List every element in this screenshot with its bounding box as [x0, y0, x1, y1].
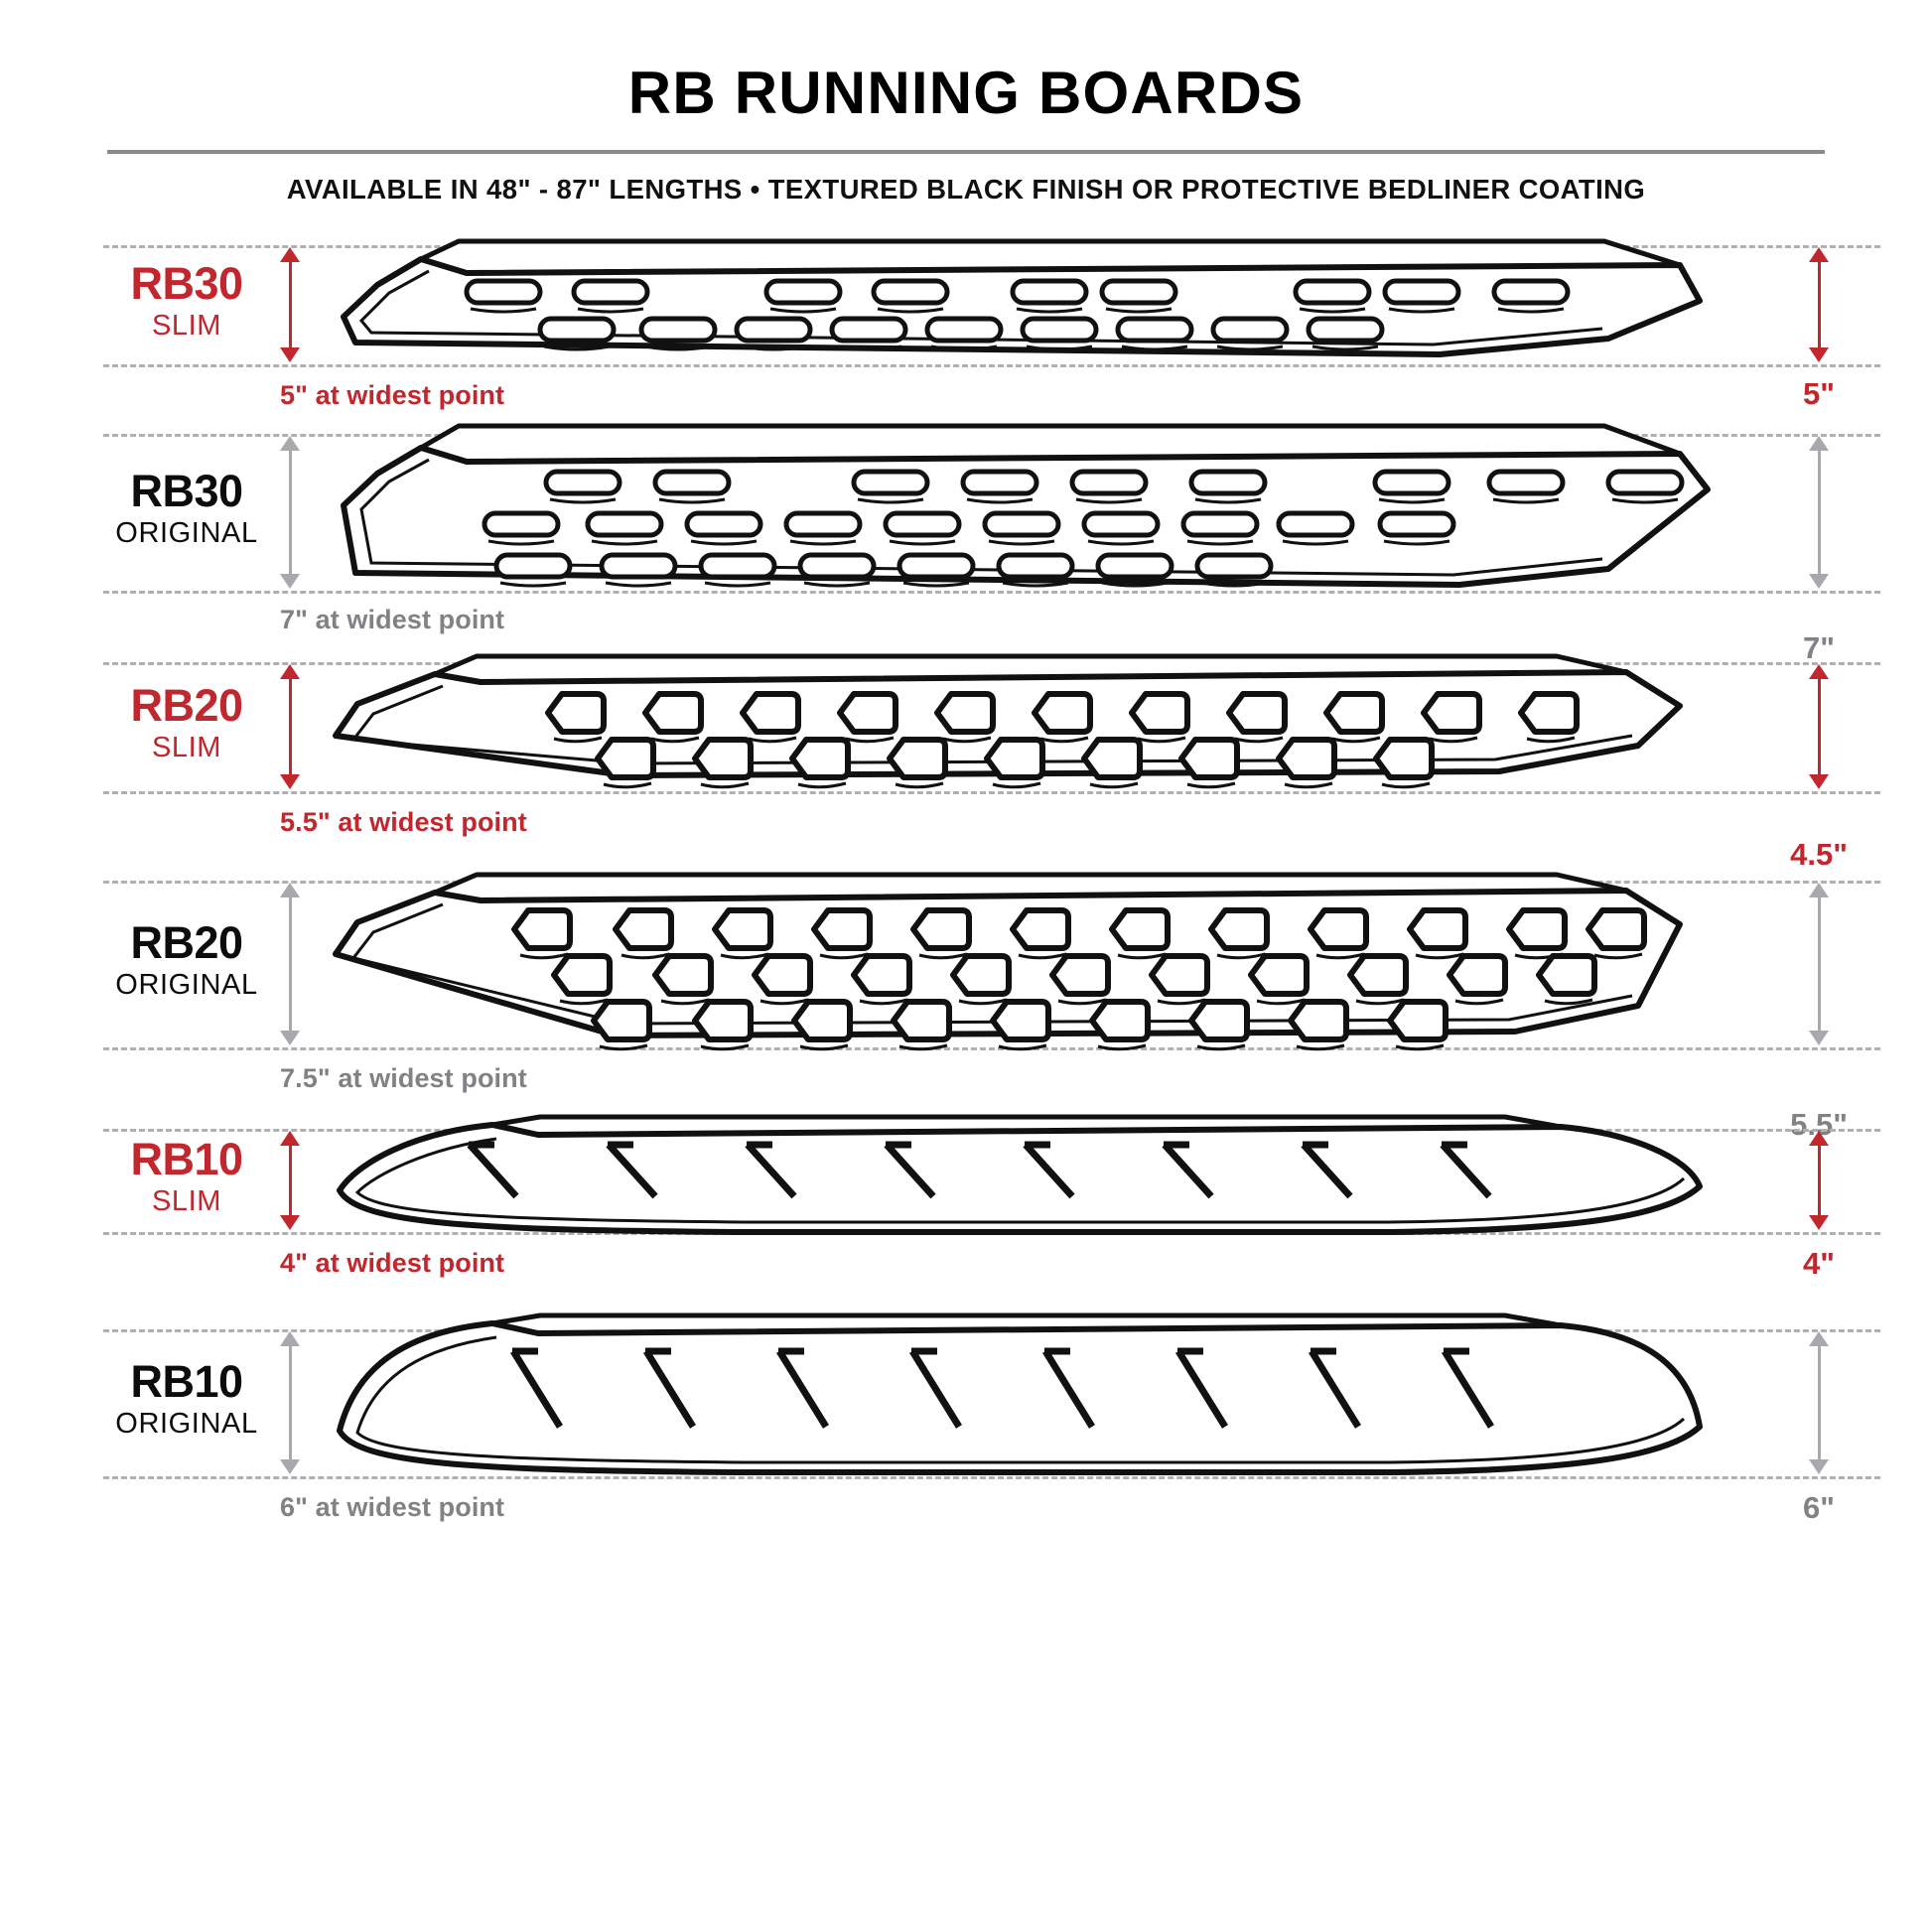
dimension-line-bottom: [103, 791, 1880, 794]
product-variant: SLIM: [151, 1185, 222, 1217]
height-caption: 5": [1803, 376, 1835, 411]
board-illustration: [318, 1114, 1747, 1246]
arrow-head-down: [1809, 774, 1829, 789]
arrow-head-down: [280, 1215, 300, 1230]
arrow-head-up: [1809, 664, 1829, 679]
arrow-head-down: [1809, 1459, 1829, 1474]
arrow-shaft: [289, 257, 292, 352]
width-caption: 5" at widest point: [280, 380, 505, 410]
arrow-head-down: [280, 1031, 300, 1045]
dimension-line-bottom: [103, 591, 1880, 594]
product-row: RB10 SLIM 4" at widest point 4": [0, 1114, 1932, 1351]
height-caption: 4": [1803, 1246, 1835, 1281]
arrow-shaft: [289, 446, 292, 579]
arrow-shaft: [1818, 1341, 1821, 1464]
board-illustration: [318, 418, 1747, 603]
header-divider: [107, 150, 1825, 154]
arrow-shaft: [1818, 257, 1821, 352]
product-model: RB30: [130, 258, 243, 309]
width-caption: 6" at widest point: [280, 1492, 505, 1522]
height-caption: 4.5": [1790, 837, 1848, 872]
product-row: RB20 SLIM: [0, 653, 1932, 910]
arrow-head-down: [1809, 1031, 1829, 1045]
product-label: RB30 SLIM: [107, 261, 266, 344]
page-subtitle: AVAILABLE IN 48" - 87" LENGTHS • TEXTURE…: [286, 174, 1646, 205]
product-label: RB30 ORIGINAL: [107, 469, 266, 551]
product-label: RB20 ORIGINAL: [107, 920, 266, 1003]
arrow-head-up: [1809, 247, 1829, 262]
height-dimension-arrow-right: [1805, 436, 1833, 589]
arrow-shaft: [289, 1341, 292, 1464]
height-caption: 7": [1803, 630, 1835, 665]
arrow-head-up: [1809, 883, 1829, 897]
width-dimension-arrow-left: [276, 1131, 304, 1230]
product-row: RB30 SLIM: [0, 238, 1932, 483]
product-variant: ORIGINAL: [115, 1408, 258, 1440]
width-dimension-arrow-left: [276, 247, 304, 362]
arrow-shaft: [1818, 893, 1821, 1035]
arrow-head-up: [280, 664, 300, 679]
product-variant: ORIGINAL: [115, 969, 258, 1001]
arrow-head-down: [280, 1459, 300, 1474]
product-variant: ORIGINAL: [115, 517, 258, 549]
board-illustration: [318, 648, 1747, 797]
arrow-head-down: [1809, 574, 1829, 589]
dimension-line-bottom: [103, 364, 1880, 367]
dimension-line-bottom: [103, 1476, 1880, 1479]
board-illustration: [318, 863, 1747, 1057]
arrow-head-down: [280, 574, 300, 589]
product-variant: SLIM: [151, 310, 222, 342]
arrow-head-up: [280, 1131, 300, 1146]
arrow-head-down: [1809, 347, 1829, 362]
board-illustration: [318, 233, 1747, 372]
height-dimension-arrow-right: [1805, 1131, 1833, 1230]
product-model: RB10: [130, 1134, 243, 1184]
width-dimension-arrow-left: [276, 436, 304, 589]
page-title: RB RUNNING BOARDS: [627, 60, 1305, 126]
product-label: RB10 SLIM: [107, 1137, 266, 1219]
height-dimension-arrow-right: [1805, 883, 1833, 1045]
arrow-head-down: [280, 347, 300, 362]
arrow-head-up: [280, 1331, 300, 1346]
product-model: RB20: [130, 917, 243, 968]
arrow-head-up: [280, 247, 300, 262]
product-model: RB10: [130, 1356, 243, 1407]
width-caption: 4" at widest point: [280, 1248, 505, 1278]
arrow-head-up: [280, 436, 300, 451]
width-dimension-arrow-left: [276, 1331, 304, 1474]
product-row: RB10 ORIGINAL 6" at widest point 6": [0, 1312, 1932, 1595]
width-caption: 5.5" at widest point: [280, 807, 527, 837]
arrow-head-down: [1809, 1215, 1829, 1230]
height-dimension-arrow-right: [1805, 247, 1833, 362]
height-dimension-arrow-right: [1805, 664, 1833, 789]
arrow-shaft: [289, 674, 292, 779]
height-dimension-arrow-right: [1805, 1331, 1833, 1474]
arrow-shaft: [289, 1141, 292, 1220]
arrow-shaft: [1818, 1141, 1821, 1220]
arrow-head-up: [1809, 1331, 1829, 1346]
product-row: RB20 ORIGINAL: [0, 872, 1932, 1167]
width-dimension-arrow-left: [276, 664, 304, 789]
arrow-head-down: [280, 774, 300, 789]
width-caption: 7.5" at widest point: [280, 1063, 527, 1093]
arrow-head-up: [1809, 1131, 1829, 1146]
arrow-shaft: [1818, 674, 1821, 779]
product-label: RB20 SLIM: [107, 683, 266, 765]
width-dimension-arrow-left: [276, 883, 304, 1045]
arrow-head-up: [1809, 436, 1829, 451]
product-row: RB30 ORIGINAL: [0, 423, 1932, 710]
product-label: RB10 ORIGINAL: [107, 1359, 266, 1442]
page-header: RB RUNNING BOARDS AVAILABLE IN 48" - 87"…: [0, 0, 1932, 206]
product-variant: SLIM: [151, 732, 222, 763]
dimension-line-bottom: [103, 1047, 1880, 1050]
product-model: RB30: [130, 466, 243, 516]
product-model: RB20: [130, 680, 243, 731]
arrow-shaft: [289, 893, 292, 1035]
height-caption: 6": [1803, 1490, 1835, 1525]
board-illustration: [318, 1312, 1747, 1486]
width-caption: 7" at widest point: [280, 605, 505, 634]
arrow-head-up: [280, 883, 300, 897]
arrow-shaft: [1818, 446, 1821, 579]
